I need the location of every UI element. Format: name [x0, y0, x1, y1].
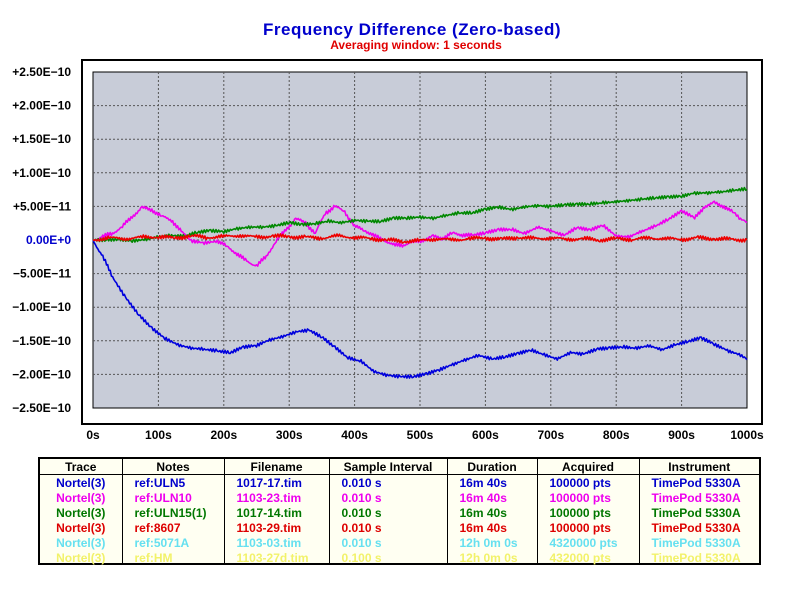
legend-cell: 1103-29.tim — [224, 520, 330, 535]
legend-cell: ref:ULN5 — [122, 474, 225, 490]
legend-cell: 0.010 s — [329, 490, 448, 505]
legend-cell: 4320000 pts — [537, 535, 640, 550]
legend-cell: 0.100 s — [329, 550, 448, 565]
legend-cell: 12h 0m 0s — [447, 550, 538, 565]
legend-column-header: Sample Interval — [329, 459, 448, 475]
x-tick-label: 200s — [210, 428, 237, 442]
y-tick-label: −2.50E−10 — [12, 401, 71, 415]
y-tick-label: +1.00E−10 — [12, 166, 71, 180]
x-tick-label: 100s — [145, 428, 172, 442]
grid-lines — [93, 72, 747, 408]
series-line — [92, 186, 748, 243]
x-tick-label: 0s — [86, 428, 100, 442]
legend-cell: ref:HM — [122, 550, 225, 565]
x-axis-tick-labels: 0s 100s 200s 300s 400s 500s 600s 700s 800s 900s 10… — [86, 428, 764, 442]
legend-cell: 16m 40s — [447, 505, 538, 520]
x-tick-label: 600s — [472, 428, 499, 442]
x-tick-label: 700s — [537, 428, 564, 442]
legend-column-header: Notes — [122, 459, 225, 475]
legend-cell: 1017-14.tim — [224, 505, 330, 520]
legend-cell: 0.010 s — [329, 520, 448, 535]
legend-cell: TimePod 5330A — [651, 490, 741, 505]
legend-cell: ref:8607 — [122, 520, 225, 535]
legend-cell: TimePod 5330A — [651, 475, 741, 490]
legend-cell: Nortel(3) — [40, 550, 123, 565]
y-tick-label: +1.50E−10 — [12, 132, 71, 146]
legend-cell: TimePod 5330A — [651, 520, 741, 535]
legend-cell: 100000 pts — [537, 520, 640, 535]
y-tick-label: −1.50E−10 — [12, 334, 71, 348]
legend-cell: ref:5071A — [122, 535, 225, 550]
y-tick-label: −5.00E−11 — [13, 267, 71, 281]
legend-cell: 1017-17.tim — [224, 474, 330, 490]
legend-cell: Nortel(3) — [40, 474, 123, 490]
legend-cell: 16m 40s — [447, 490, 538, 505]
legend-column-header: Duration — [447, 459, 538, 475]
legend-cell: Nortel(3) — [40, 490, 123, 505]
legend-cell: Nortel(3) — [40, 505, 123, 520]
y-tick-label: −2.00E−10 — [12, 367, 71, 381]
legend-column-header: Instrument — [639, 459, 759, 475]
legend-row: Nortel(3) ref:ULN5 1017-17.tim 0.010 s 16m 4… — [40, 474, 759, 490]
series-lines — [92, 186, 748, 379]
legend-cell: 1103-27d.tim — [224, 550, 330, 565]
legend-cell: 1103-23.tim — [224, 490, 330, 505]
x-tick-label: 300s — [276, 428, 303, 442]
y-tick-label: +5.00E−11 — [13, 199, 71, 213]
legend-cell: 100000 pts — [537, 490, 640, 505]
legend-column-header: Acquired — [537, 459, 640, 475]
legend-cell: 100000 pts — [537, 474, 640, 490]
legend-cell: 1103-03.tim — [224, 535, 330, 550]
legend-cell: ref:ULN15(1) — [122, 505, 225, 520]
legend-cell: 16m 40s — [447, 474, 538, 490]
frequency-difference-chart: Frequency Difference (Zero-based) Averag… — [12, 20, 764, 442]
legend-cell: TimePod 5330A — [651, 505, 741, 520]
legend-cell: 0.010 s — [329, 535, 448, 550]
legend-cell: 0.010 s — [329, 505, 448, 520]
legend-row: Nortel(3) ref:ULN10 1103-23.tim 0.010 s 16m … — [40, 490, 759, 505]
y-tick-label: −1.00E−10 — [12, 300, 71, 314]
x-tick-label: 800s — [603, 428, 630, 442]
legend-header-row: Trace Notes Filename Sample Interval Duratio… — [40, 459, 759, 475]
legend-column-header: Trace — [40, 459, 123, 475]
legend-cell: TimePod 5330A — [651, 535, 741, 550]
legend-cell: 100000 pts — [537, 505, 640, 520]
y-tick-label: +2.00E−10 — [12, 99, 71, 113]
x-tick-label: 1000s — [730, 428, 764, 442]
x-tick-label: 900s — [668, 428, 695, 442]
legend-row: Nortel(3) ref:8607 1103-29.tim 0.010 s 16m 4… — [40, 520, 759, 535]
legend-cell: 432000 pts — [537, 550, 640, 565]
y-axis-tick-labels: +2.50E−10 +2.00E−10 +1.50E−10 +1.00E−10 +5.0… — [12, 65, 71, 415]
series-line — [92, 239, 748, 379]
legend-cell: 0.010 s — [329, 474, 448, 490]
series-line — [92, 233, 748, 244]
legend-cell: 12h 0m 0s — [447, 535, 538, 550]
legend-row: Nortel(3) ref:HM 1103-27d.tim 0.100 s 12h 0m… — [40, 550, 759, 565]
legend-cell: Nortel(3) — [40, 520, 123, 535]
legend-cell: TimePod 5330A — [651, 550, 741, 565]
y-tick-label: 0.00E+0 — [26, 233, 71, 247]
trace-legend-table: Trace Notes Filename Sample Interval Duratio… — [38, 457, 761, 565]
legend-column-header: Filename — [224, 459, 330, 475]
x-tick-label: 500s — [407, 428, 434, 442]
legend-row: Nortel(3) ref:5071A 1103-03.tim 0.010 s 12h … — [40, 535, 759, 550]
chart-title: Frequency Difference (Zero-based) — [263, 20, 561, 39]
legend-cell: 16m 40s — [447, 520, 538, 535]
legend-cell: Nortel(3) — [40, 535, 123, 550]
y-tick-label: +2.50E−10 — [12, 65, 71, 79]
legend-cell: ref:ULN10 — [122, 490, 225, 505]
x-tick-label: 400s — [341, 428, 368, 442]
chart-subtitle: Averaging window: 1 seconds — [330, 38, 502, 52]
